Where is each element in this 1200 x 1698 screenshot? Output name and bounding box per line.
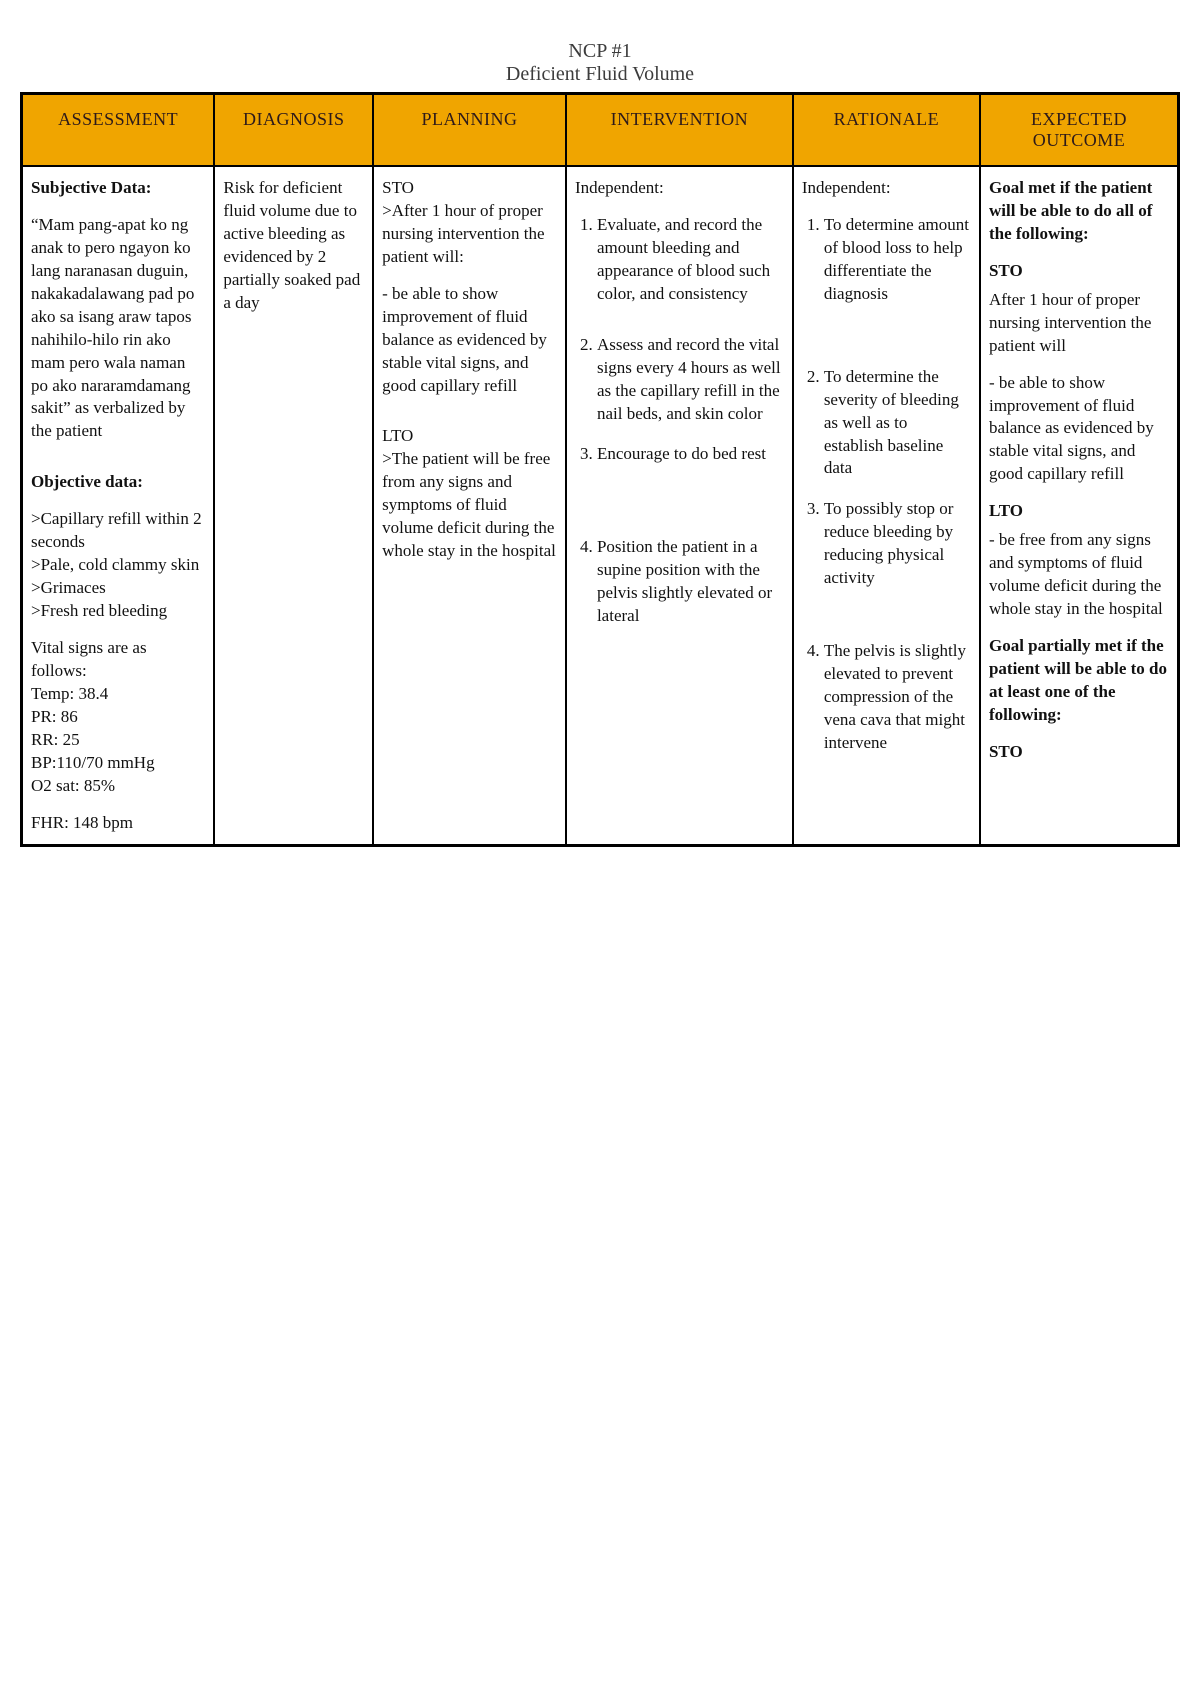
lto-label: LTO (382, 425, 557, 448)
document-page: NCP #1 Deficient Fluid Volume ASSESSMENT… (20, 40, 1180, 847)
outcome-sto-text: After 1 hour of proper nursing intervent… (989, 289, 1169, 358)
outcome-lto-text: - be free from any signs and symptoms of… (989, 529, 1169, 621)
objective-heading: Objective data: (31, 471, 205, 494)
subjective-heading: Subjective Data: (31, 177, 205, 200)
outcome-lto-label: LTO (989, 500, 1169, 523)
rationale-item: To determine the severity of bleeding as… (824, 366, 971, 481)
cell-planning: STO >After 1 hour of proper nursing inte… (373, 166, 566, 846)
outcome-sto-item: - be able to show improvement of fluid b… (989, 372, 1169, 487)
objective-item: >Capillary refill within 2 seconds (31, 508, 205, 554)
sto-lead: >After 1 hour of proper nursing interven… (382, 200, 557, 269)
independent-label: Independent: (575, 177, 784, 200)
cell-rationale: Independent: To determine amount of bloo… (793, 166, 980, 846)
col-header-planning: PLANNING (373, 94, 566, 167)
subjective-text: “Mam pang-apat ko ng anak to pero ngayon… (31, 214, 205, 443)
goal-partial-heading: Goal partially met if the patient will b… (989, 635, 1169, 727)
table-header-row: ASSESSMENT DIAGNOSIS PLANNING INTERVENTI… (22, 94, 1179, 167)
fhr: FHR: 148 bpm (31, 812, 205, 835)
cell-assessment: Subjective Data: “Mam pang-apat ko ng an… (22, 166, 215, 846)
vital-sign: Temp: 38.4 (31, 683, 205, 706)
objective-item: >Fresh red bleeding (31, 600, 205, 623)
cell-expected-outcome: Goal met if the patient will be able to … (980, 166, 1179, 846)
intervention-item: Assess and record the vital signs every … (597, 334, 784, 426)
outcome-sto-label2: STO (989, 741, 1169, 764)
vitals-heading: Vital signs are as follows: (31, 637, 205, 683)
cell-diagnosis: Risk for deficient fluid volume due to a… (214, 166, 373, 846)
rationale-item: To possibly stop or reduce bleeding by r… (824, 498, 971, 590)
intervention-item: Evaluate, and record the amount bleeding… (597, 214, 784, 306)
title-line1: NCP #1 (20, 40, 1180, 63)
col-header-diagnosis: DIAGNOSIS (214, 94, 373, 167)
diagnosis-text: Risk for deficient fluid volume due to a… (223, 177, 364, 315)
col-header-assessment: ASSESSMENT (22, 94, 215, 167)
lto-text: >The patient will be free from any signs… (382, 448, 557, 563)
rationale-item: To determine amount of blood loss to hel… (824, 214, 971, 306)
outcome-sto-label: STO (989, 260, 1169, 283)
document-title: NCP #1 Deficient Fluid Volume (20, 40, 1180, 86)
objective-item: >Grimaces (31, 577, 205, 600)
vital-sign: PR: 86 (31, 706, 205, 729)
goal-met-heading: Goal met if the patient will be able to … (989, 177, 1169, 246)
vital-sign: O2 sat: 85% (31, 775, 205, 798)
vital-sign: BP:110/70 mmHg (31, 752, 205, 775)
col-header-intervention: INTERVENTION (566, 94, 793, 167)
sto-label: STO (382, 177, 557, 200)
col-header-outcome: EXPECTED OUTCOME (980, 94, 1179, 167)
ncp-table: ASSESSMENT DIAGNOSIS PLANNING INTERVENTI… (20, 92, 1180, 847)
intervention-item: Encourage to do bed rest (597, 443, 784, 466)
rationale-list: To determine amount of blood loss to hel… (802, 214, 971, 755)
cell-intervention: Independent: Evaluate, and record the am… (566, 166, 793, 846)
table-row: Subjective Data: “Mam pang-apat ko ng an… (22, 166, 1179, 846)
col-header-rationale: RATIONALE (793, 94, 980, 167)
intervention-list: Evaluate, and record the amount bleeding… (575, 214, 784, 628)
rationale-item: The pelvis is slightly elevated to preve… (824, 640, 971, 755)
intervention-item: Position the patient in a supine positio… (597, 536, 784, 628)
independent-label: Independent: (802, 177, 971, 200)
sto-item: - be able to show improvement of fluid b… (382, 283, 557, 398)
objective-item: >Pale, cold clammy skin (31, 554, 205, 577)
vital-sign: RR: 25 (31, 729, 205, 752)
title-line2: Deficient Fluid Volume (20, 63, 1180, 86)
